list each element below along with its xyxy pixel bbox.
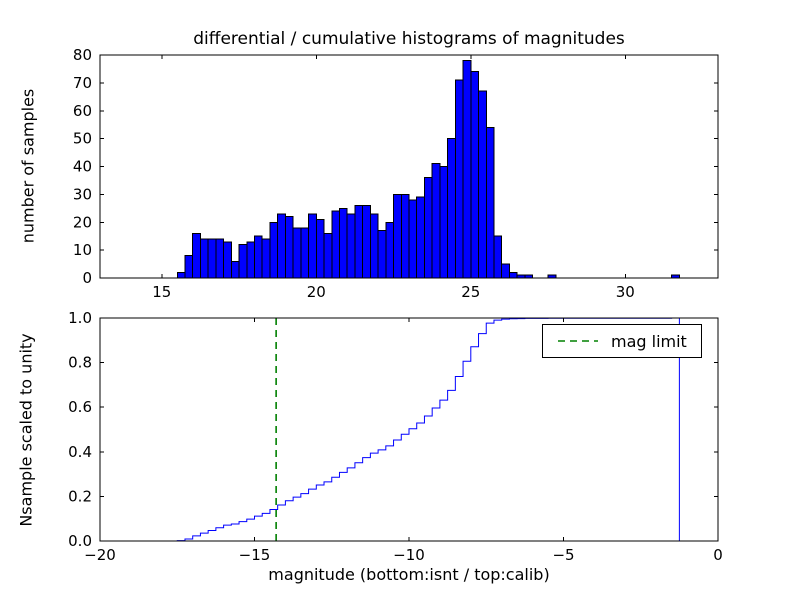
- histogram-bar: [176, 271, 186, 279]
- x-tick-label: −10: [393, 546, 425, 564]
- y-tick-label: 80: [73, 46, 92, 64]
- histogram-bar: [393, 193, 402, 279]
- y-tick-label: 30: [73, 185, 92, 203]
- x-tick-label: −5: [552, 546, 574, 564]
- y-tick-label: 60: [73, 102, 92, 120]
- y-tick-label: 1.0: [68, 309, 92, 327]
- y-tick-label: 0.8: [68, 354, 92, 372]
- histogram-bar: [215, 238, 225, 279]
- x-tick-label: 20: [307, 283, 326, 301]
- histogram-bar: [416, 196, 425, 279]
- histogram-bar: [462, 60, 472, 279]
- histogram-bar: [478, 90, 487, 279]
- histogram-bar: [230, 260, 240, 279]
- histogram-bar: [485, 126, 495, 279]
- histogram-bar: [323, 232, 333, 279]
- x-axis-label: magnitude (bottom:isnt / top:calib): [268, 565, 550, 584]
- histogram-bar: [223, 241, 232, 279]
- histogram-bar: [369, 213, 379, 279]
- y-tick-label: 50: [73, 130, 92, 148]
- histogram-bar: [192, 232, 201, 279]
- y-tick-label: 0.2: [68, 487, 92, 505]
- histogram-bar: [246, 241, 255, 279]
- histogram-bar: [423, 177, 433, 279]
- histogram-bar: [308, 213, 317, 279]
- histogram-bar: [431, 163, 441, 279]
- histogram-bar: [277, 213, 286, 279]
- histogram-bar: [454, 79, 464, 279]
- x-tick-label: 0: [713, 546, 723, 564]
- histogram-bar: [292, 227, 302, 279]
- legend-box: mag limit: [542, 324, 702, 358]
- histogram-bar: [362, 205, 371, 279]
- histogram-bar: [315, 218, 325, 279]
- histogram-bar: [269, 221, 279, 279]
- x-tick-label: −20: [84, 546, 116, 564]
- y-tick-label: 40: [73, 158, 92, 176]
- x-tick-label: 30: [616, 283, 635, 301]
- histogram-bar: [439, 166, 449, 279]
- y-tick-label: 0: [82, 269, 92, 287]
- histogram-bar: [493, 235, 503, 279]
- histogram-bar: [238, 244, 248, 279]
- bottom-y-axis-label: Nsample scaled to unity: [16, 333, 36, 527]
- x-tick-label: −15: [239, 546, 271, 564]
- histogram-bar: [400, 193, 410, 279]
- histogram-bar: [184, 255, 194, 279]
- histogram-bar: [338, 207, 348, 279]
- histogram-bar: [254, 235, 263, 279]
- histogram-bar: [199, 238, 209, 279]
- x-tick-label: 15: [152, 283, 171, 301]
- chart-title: differential / cumulative histograms of …: [193, 29, 625, 49]
- histogram-bar: [354, 205, 364, 279]
- y-tick-label: 10: [73, 241, 92, 259]
- y-tick-label: 0.6: [68, 398, 92, 416]
- y-tick-label: 70: [73, 74, 92, 92]
- histogram-bar: [470, 71, 480, 279]
- histogram-bar: [408, 199, 418, 279]
- legend-dashed-line-icon: [558, 340, 598, 342]
- y-tick-label: 0.0: [68, 532, 92, 550]
- histogram-bar: [385, 221, 395, 279]
- y-tick-label: 20: [73, 213, 92, 231]
- histogram-bar: [284, 216, 294, 279]
- histogram-bar: [346, 213, 356, 279]
- histogram-bar: [501, 263, 510, 279]
- x-tick-label: 25: [461, 283, 480, 301]
- histogram-bar: [331, 210, 340, 279]
- histogram-bar: [377, 230, 387, 279]
- legend-label: mag limit: [611, 331, 687, 351]
- histogram-bar: [447, 138, 456, 279]
- y-tick-label: 0.4: [68, 443, 92, 461]
- histogram-bar: [300, 227, 310, 279]
- top-y-axis-label: number of samples: [18, 88, 38, 244]
- histogram-bar: [508, 271, 518, 279]
- histogram-bar: [261, 238, 271, 279]
- histogram-bar: [207, 238, 217, 279]
